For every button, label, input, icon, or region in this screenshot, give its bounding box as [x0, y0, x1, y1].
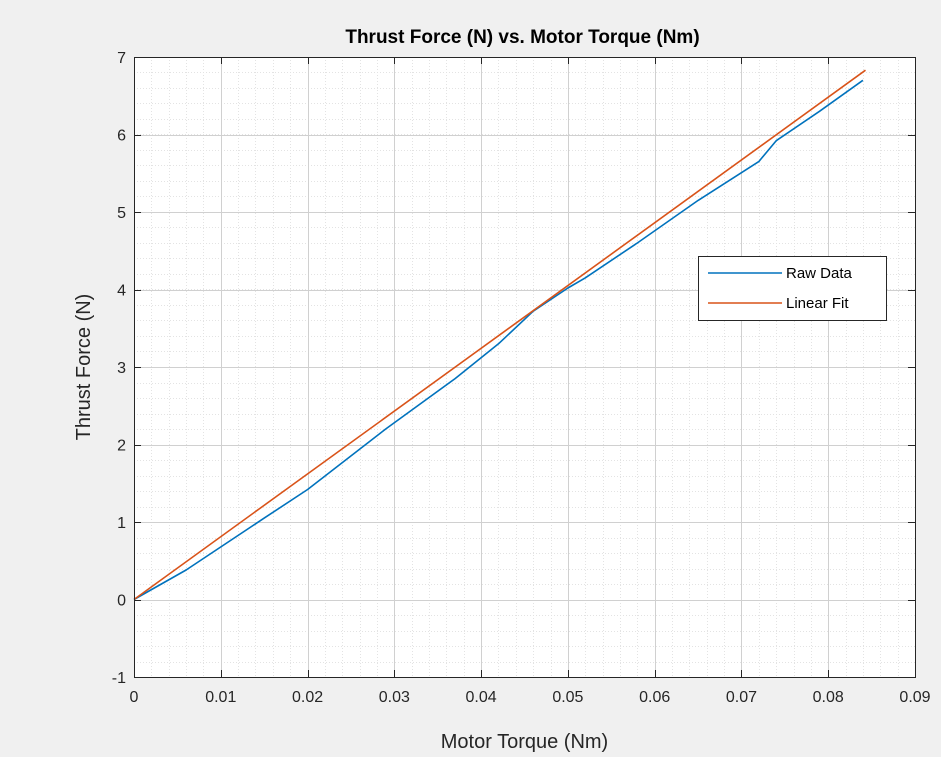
- x-tick-label: 0.04: [466, 689, 497, 706]
- y-tick-label: 3: [117, 360, 126, 377]
- x-tick-label: 0.05: [552, 689, 583, 706]
- legend: Raw Data Linear Fit: [698, 256, 887, 321]
- y-axis-ticks: -1 0 1 2 3 4 5 6 7: [112, 50, 915, 687]
- legend-label-raw-data: Raw Data: [786, 265, 853, 282]
- x-tick-label: 0: [130, 689, 139, 706]
- x-tick-label: 0.01: [205, 689, 236, 706]
- y-tick-label: 6: [117, 128, 126, 145]
- y-axis-label: Thrust Force (N): [73, 294, 95, 441]
- series-layer: [133, 69, 866, 601]
- y-tick-label: 2: [117, 438, 126, 455]
- x-tick-label: 0.08: [813, 689, 844, 706]
- x-tick-label: 0.06: [639, 689, 670, 706]
- x-tick-label: 0.09: [899, 689, 930, 706]
- raw-data-line: [133, 79, 864, 601]
- linear-fit-line: [133, 69, 866, 601]
- legend-box: [698, 256, 887, 321]
- major-grid: [134, 57, 916, 678]
- x-tick-label: 0.03: [379, 689, 410, 706]
- y-tick-label: 4: [117, 283, 126, 300]
- chart-title: Thrust Force (N) vs. Motor Torque (Nm): [345, 27, 699, 48]
- y-tick-label: 5: [117, 205, 126, 222]
- x-axis-ticks: 0 0.01 0.02 0.03 0.04 0.05 0.06 0.07 0.08 0.09: [130, 57, 931, 706]
- x-tick-label: 0.07: [726, 689, 757, 706]
- legend-label-linear-fit: Linear Fit: [786, 295, 849, 312]
- x-axis-label: Motor Torque (Nm): [441, 731, 608, 753]
- x-tick-label: 0.02: [292, 689, 323, 706]
- y-tick-label: -1: [112, 670, 126, 687]
- y-tick-label: 7: [117, 50, 126, 67]
- y-tick-label: 1: [117, 515, 126, 532]
- y-tick-label: 0: [117, 593, 126, 610]
